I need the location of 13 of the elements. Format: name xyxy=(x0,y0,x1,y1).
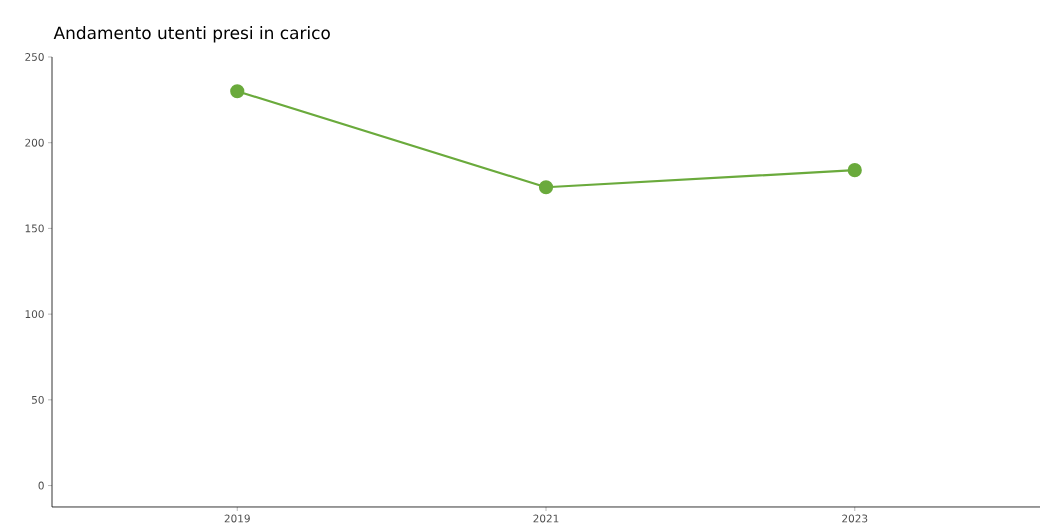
point xyxy=(230,84,245,99)
y-tick-label: 50 xyxy=(31,395,44,404)
chart-title: Andamento utenti presi in carico xyxy=(53,26,330,43)
y-tick-label: 100 xyxy=(25,310,44,319)
point xyxy=(847,163,862,178)
y-tick-label: 0 xyxy=(38,481,44,490)
y-tick-label: 150 xyxy=(25,224,44,233)
x-tick-label: 2023 xyxy=(842,514,868,523)
x-tick-label: 2019 xyxy=(224,514,250,523)
x-tick-label: 2021 xyxy=(533,514,559,523)
point xyxy=(538,180,554,195)
y-tick-label: 200 xyxy=(25,138,44,147)
y-tick-label: 250 xyxy=(25,53,44,61)
